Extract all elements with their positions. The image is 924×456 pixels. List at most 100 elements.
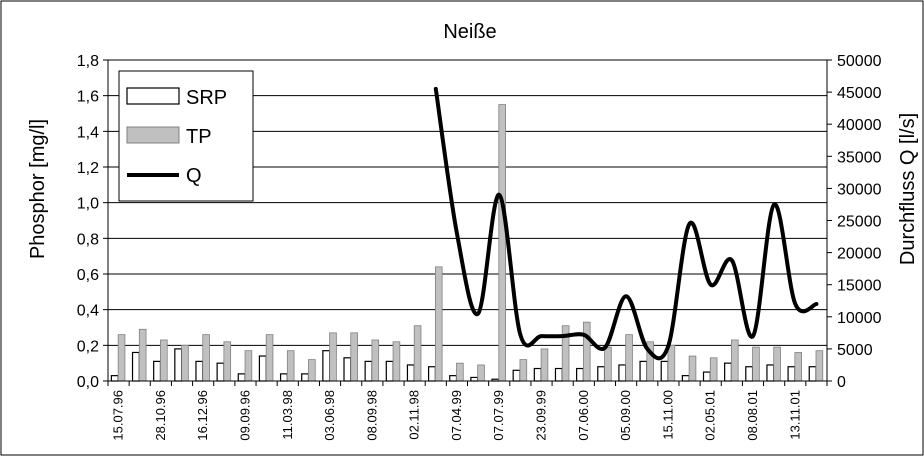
- tp-bar: [731, 339, 739, 382]
- tp-bar: [160, 339, 168, 382]
- tp-bar: [582, 321, 591, 382]
- y2-tick-label: 15000: [837, 278, 882, 295]
- srp-bar: [110, 375, 119, 382]
- x-tick-label: 02.11.98: [407, 390, 422, 440]
- y-tick-label: 0,2: [77, 338, 99, 355]
- srp-bar: [322, 350, 331, 382]
- tp-bar: [392, 341, 401, 382]
- tp-bar: [265, 334, 274, 382]
- tp-bar: [498, 104, 506, 382]
- srp-bar: [533, 367, 542, 382]
- legend-swatch-srp: [126, 87, 180, 105]
- srp-bar: [258, 355, 267, 382]
- tp-bar: [286, 350, 295, 382]
- y-tick-label: 1,0: [77, 196, 99, 213]
- x-tick-label: 05.09.00: [618, 390, 633, 441]
- tp-bar: [604, 346, 612, 382]
- tp-bar: [138, 328, 147, 382]
- srp-bar: [576, 367, 584, 382]
- y-tick-label: 0,8: [77, 231, 99, 248]
- tp-bar: [709, 357, 718, 382]
- srp-bar: [364, 360, 373, 382]
- srp-bar: [766, 364, 775, 382]
- srp-bar: [279, 373, 288, 382]
- y2-axis-label: Durchfluss Q [l/s]: [897, 113, 919, 265]
- legend-label-tp: TP: [186, 126, 212, 148]
- q-series-line: [433, 86, 819, 361]
- x-tick-label: 15.11.00: [660, 390, 675, 440]
- srp-bar: [195, 360, 204, 382]
- tp-bar: [202, 334, 210, 382]
- tp-bar: [477, 364, 485, 382]
- x-tick-label: 08.08.01: [745, 390, 760, 441]
- srp-bar: [787, 366, 796, 382]
- tp-bar: [244, 350, 253, 382]
- srp-bar: [618, 364, 627, 382]
- x-tick-label: 08.09.98: [364, 390, 379, 441]
- tp-bar: [308, 359, 316, 382]
- srp-bar: [724, 362, 733, 382]
- y2-tick-label: 50000: [837, 53, 882, 70]
- y2-tick-label: 35000: [837, 149, 882, 166]
- srp-bar: [470, 376, 479, 382]
- tp-bar: [223, 341, 232, 382]
- legend-swatch-tp: [126, 126, 180, 144]
- srp-bar: [427, 366, 436, 382]
- legend-label-srp: SRP: [186, 87, 227, 109]
- x-tick-label: 11.03.98: [280, 390, 295, 440]
- y-tick-label: 0,6: [77, 267, 99, 284]
- y-tick-label: 1,2: [77, 160, 99, 177]
- srp-bar: [385, 360, 394, 382]
- srp-bar: [301, 373, 310, 382]
- srp-bar: [174, 348, 183, 382]
- srp-bar: [449, 375, 458, 382]
- tp-bar: [329, 332, 337, 382]
- x-tick-label: 09.09.96: [237, 390, 252, 441]
- y-tick-label: 0,4: [77, 303, 99, 320]
- srp-bar: [639, 360, 648, 382]
- y2-tick-label: 10000: [837, 310, 882, 327]
- y-tick-label: 0,0: [77, 374, 99, 391]
- y-axis-label: Phosphor [mg/l]: [27, 119, 49, 259]
- srp-bar: [343, 357, 352, 382]
- y2-tick-label: 45000: [837, 85, 882, 102]
- y2-tick-label: 30000: [837, 181, 882, 198]
- y-tick-label: 1,6: [77, 89, 99, 106]
- x-tick-label: 02.05.01: [703, 390, 718, 441]
- srp-bar: [745, 366, 754, 382]
- x-tick-label: 28.10.96: [153, 390, 168, 441]
- tp-bar: [752, 346, 760, 382]
- tp-bar: [413, 325, 422, 382]
- x-tick-label: 15.07.96: [111, 390, 126, 441]
- y-tick-label: 1,8: [77, 53, 99, 70]
- y2-tick-label: 0: [837, 374, 846, 391]
- tp-bar: [434, 266, 443, 382]
- y2-tick-label: 5000: [837, 342, 873, 359]
- tp-bar: [688, 355, 697, 382]
- x-tick-label: 07.07.99: [491, 390, 506, 441]
- tp-bar: [794, 352, 803, 382]
- tp-bar: [371, 339, 380, 382]
- tp-bar: [773, 346, 781, 382]
- srp-bar: [554, 367, 563, 382]
- srp-bar: [702, 371, 711, 382]
- y-tick-label: 1,4: [77, 124, 99, 141]
- tp-bar: [625, 334, 633, 382]
- x-tick-label: 23.09.99: [534, 390, 549, 441]
- x-tick-label: 07.04.99: [449, 390, 464, 441]
- srp-bar: [597, 366, 606, 382]
- y2-tick-label: 20000: [837, 246, 882, 263]
- x-tick-label: 03.06.98: [322, 390, 337, 441]
- tp-bar: [456, 362, 464, 382]
- chart-title: Neiße: [443, 21, 496, 43]
- tp-bar: [181, 344, 189, 382]
- legend-label-q: Q: [186, 165, 202, 187]
- tp-bar: [815, 350, 824, 382]
- srp-bar: [681, 375, 690, 382]
- srp-bar: [512, 369, 521, 382]
- y2-tick-label: 40000: [837, 117, 882, 134]
- x-tick-label: 13.11.01: [787, 390, 802, 440]
